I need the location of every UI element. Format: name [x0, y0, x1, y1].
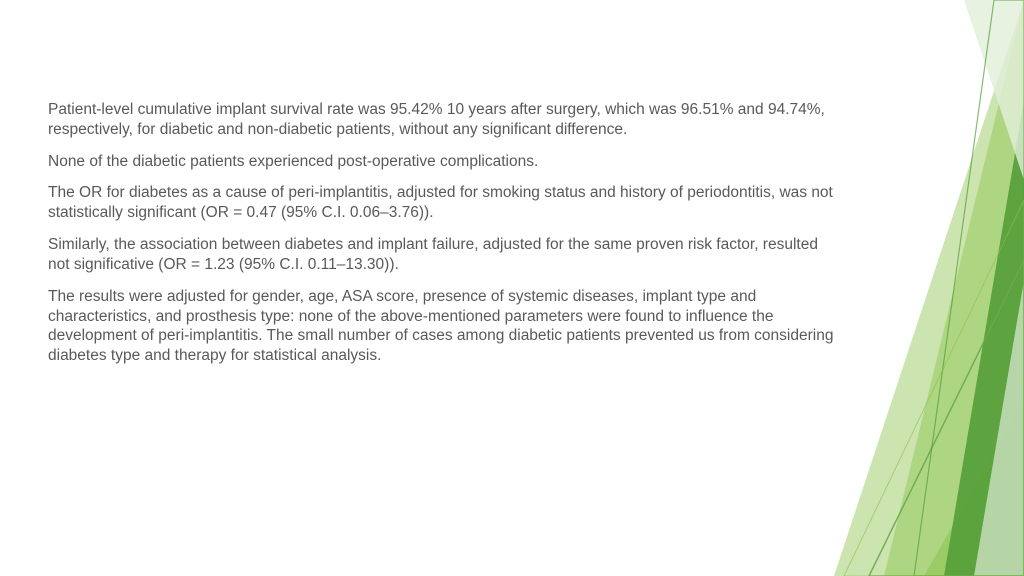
paragraph: Patient-level cumulative implant surviva…: [48, 100, 838, 140]
decor-triangle: [914, 0, 1024, 576]
presentation-slide: Patient-level cumulative implant surviva…: [0, 0, 1024, 576]
slide-body-text: Patient-level cumulative implant surviva…: [48, 100, 838, 378]
decor-triangle: [869, 260, 1024, 576]
decor-triangle: [884, 0, 1024, 576]
paragraph: The results were adjusted for gender, ag…: [48, 287, 838, 366]
decor-triangle: [964, 0, 1024, 180]
paragraph: Similarly, the association between diabe…: [48, 235, 838, 275]
decor-triangle: [834, 0, 1024, 576]
decor-triangle: [944, 100, 1024, 576]
paragraph: The OR for diabetes as a cause of peri-i…: [48, 183, 838, 223]
decor-triangle: [974, 280, 1024, 576]
paragraph: None of the diabetic patients experience…: [48, 152, 838, 172]
decor-triangle: [844, 200, 1024, 576]
